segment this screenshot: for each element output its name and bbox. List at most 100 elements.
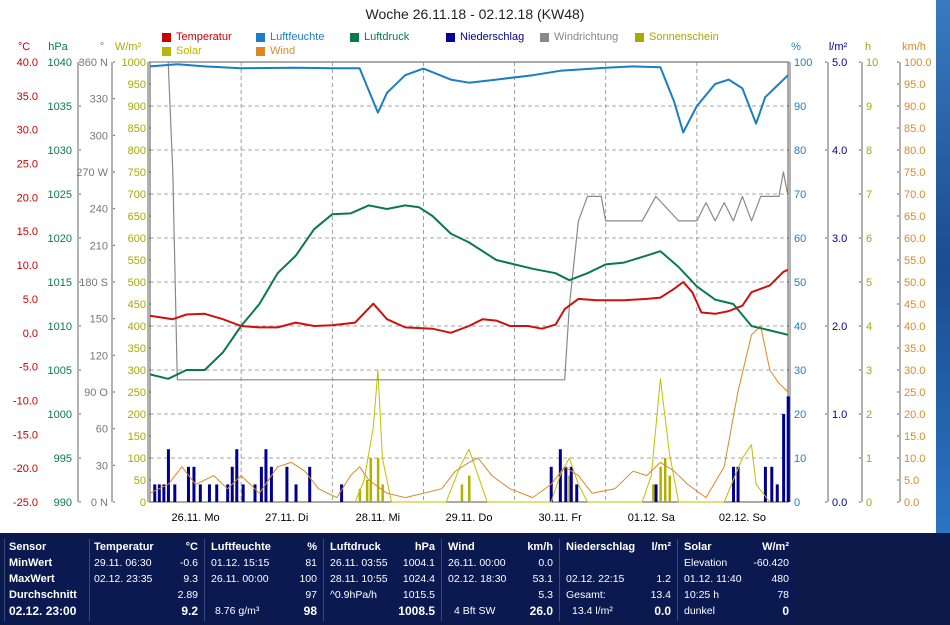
luftdruck-avg-value: 1015.5 [402, 589, 435, 601]
tick-label-solar: 550 [128, 255, 146, 267]
niederschlag-bar [269, 466, 273, 502]
solar-state: dunkel [684, 605, 715, 617]
tick-label-temp: 25.0 [17, 159, 38, 171]
stats-col-temperatur: Temperatur °C 29.11. 06:30 -0.6 02.12. 23:… [89, 539, 204, 621]
wind-max-time: 02.12. 18:30 [448, 573, 507, 585]
tick-label-solar: 200 [128, 409, 146, 421]
stats-col-luftfeuchte: Luftfeuchte% 01.12. 15:15 81 26.11. 00:00… [204, 539, 323, 621]
niederschlag-bar [253, 484, 257, 502]
legend-wind: Wind [256, 45, 295, 57]
sonnenschein-bar [663, 458, 667, 502]
tick-label-wind: 90.0 [904, 101, 925, 113]
niederschlag-bar [198, 484, 202, 502]
legend-swatch [256, 46, 265, 56]
tick-label-sun: 0 [866, 497, 872, 509]
tick-label-solar: 150 [128, 431, 146, 443]
sonnenschein-bar [369, 458, 373, 502]
tick-label-solar: 400 [128, 321, 146, 333]
legend-swatch [446, 32, 455, 42]
tick-label-hpa: 995 [54, 453, 72, 465]
luftfeuchte-max-time: 26.11. 00:00 [211, 573, 269, 585]
stats-col-niederschlag: Niederschlag l/m² 02.12. 22:15 1.2 Gesamt:… [559, 539, 677, 621]
tick-label-temp: -20.0 [13, 463, 38, 475]
sonnenschein-bar [358, 488, 362, 502]
niederschlag-unit: l/m² [651, 541, 671, 553]
solar-unit: W/m² [762, 541, 789, 553]
x-day-label: 02.12. So [719, 512, 766, 524]
wind-min-time: 26.11. 00:00 [448, 557, 506, 569]
wind-max-value: 53.1 [532, 573, 553, 585]
niederschlag-bar [782, 414, 786, 502]
legend-luftdruck: Luftdruck [350, 31, 409, 43]
series-line-wind [149, 325, 789, 499]
luftfeuchte-current-value: 98 [303, 604, 317, 618]
niederschlag-bar [308, 466, 312, 502]
desktop-background-strip [936, 0, 950, 533]
niederschlag-bar [564, 466, 568, 502]
sensor-head: Sensor [9, 541, 47, 553]
legend-swatch [162, 46, 171, 56]
tick-label-wind: 45.0 [904, 299, 925, 311]
tick-label-temp: 10.0 [17, 260, 38, 272]
sonnenschein-bar [668, 475, 672, 502]
niederschlag-bar [732, 466, 736, 502]
niederschlag-max-value: 1.2 [656, 573, 671, 585]
wind-min-value: 0.0 [538, 557, 553, 569]
tick-label-rain: 0.0 [832, 497, 847, 509]
axis-unit-rain: l/m² [829, 41, 848, 53]
tick-label-dir: 150 [90, 314, 108, 326]
tick-label-hpa: 1005 [48, 365, 72, 377]
tick-label-sun: 8 [866, 145, 872, 157]
tick-label-temp: 20.0 [17, 192, 38, 204]
x-day-label: 01.12. Sa [628, 512, 676, 524]
niederschlag-sum: 13.4 l/m² [572, 605, 613, 617]
tick-label-hum: 20 [794, 409, 806, 421]
niederschlag-bar [264, 449, 268, 502]
tick-label-sun: 9 [866, 101, 872, 113]
niederschlag-bar [285, 466, 289, 502]
wind-avg-value: 5.3 [538, 589, 553, 601]
tick-label-temp: -5.0 [19, 362, 38, 374]
niederschlag-total-value: 13.4 [650, 589, 671, 601]
tick-label-hpa: 1015 [48, 277, 72, 289]
niederschlag-bar [226, 484, 230, 502]
tick-label-solar: 50 [134, 475, 146, 487]
tick-label-hum: 40 [794, 321, 806, 333]
stats-col-wind: Wind km/h 26.11. 00:00 0.0 02.12. 18:30 53.… [441, 539, 559, 621]
niederschlag-bar [575, 484, 579, 502]
wind-current-value: 26.0 [529, 604, 553, 618]
legend-label: Solar [176, 45, 202, 57]
sonnenschein-bar [365, 480, 369, 502]
niederschlag-current-value: 0.0 [654, 604, 671, 618]
legend-windrichtung: Windrichtung [540, 31, 618, 43]
tick-label-dir: 60 [96, 424, 108, 436]
tick-label-sun: 4 [866, 321, 872, 333]
tick-label-sun: 2 [866, 409, 872, 421]
tick-label-wind: 70.0 [904, 189, 925, 201]
tick-label-wind: 15.0 [904, 431, 925, 443]
luftdruck-unit: hPa [414, 541, 435, 553]
tick-label-solar: 450 [128, 299, 146, 311]
x-day-label: 30.11. Fr [539, 512, 583, 524]
tick-label-wind: 50.0 [904, 277, 925, 289]
luftfeuchte-head: Luftfeuchte [211, 541, 271, 553]
tick-label-wind: 0.0 [904, 497, 919, 509]
tick-label-hum: 10 [794, 453, 806, 465]
tick-label-wind: 10.0 [904, 453, 925, 465]
tick-label-sun: 1 [866, 453, 872, 465]
niederschlag-max-time: 02.12. 22:15 [566, 573, 625, 585]
series-line-temperatur [149, 268, 789, 334]
tick-label-hpa: 1035 [48, 101, 72, 113]
tick-label-solar: 600 [128, 233, 146, 245]
temperatur-max-time: 02.12. 23:35 [94, 573, 153, 585]
niederschlag-bar [173, 484, 177, 502]
niederschlag-bar [770, 466, 774, 502]
tick-label-solar: 1000 [122, 57, 146, 69]
niederschlag-bar [186, 466, 190, 502]
minwert-label: MinWert [9, 557, 53, 569]
stats-panel: Sensor MinWert MaxWert Durchschnitt 02.1… [0, 533, 950, 625]
tick-label-wind: 5.0 [904, 475, 919, 487]
x-day-label: 27.11. Di [265, 512, 308, 524]
tick-label-hpa: 1025 [48, 189, 72, 201]
solar-current-value: 0 [782, 604, 789, 618]
